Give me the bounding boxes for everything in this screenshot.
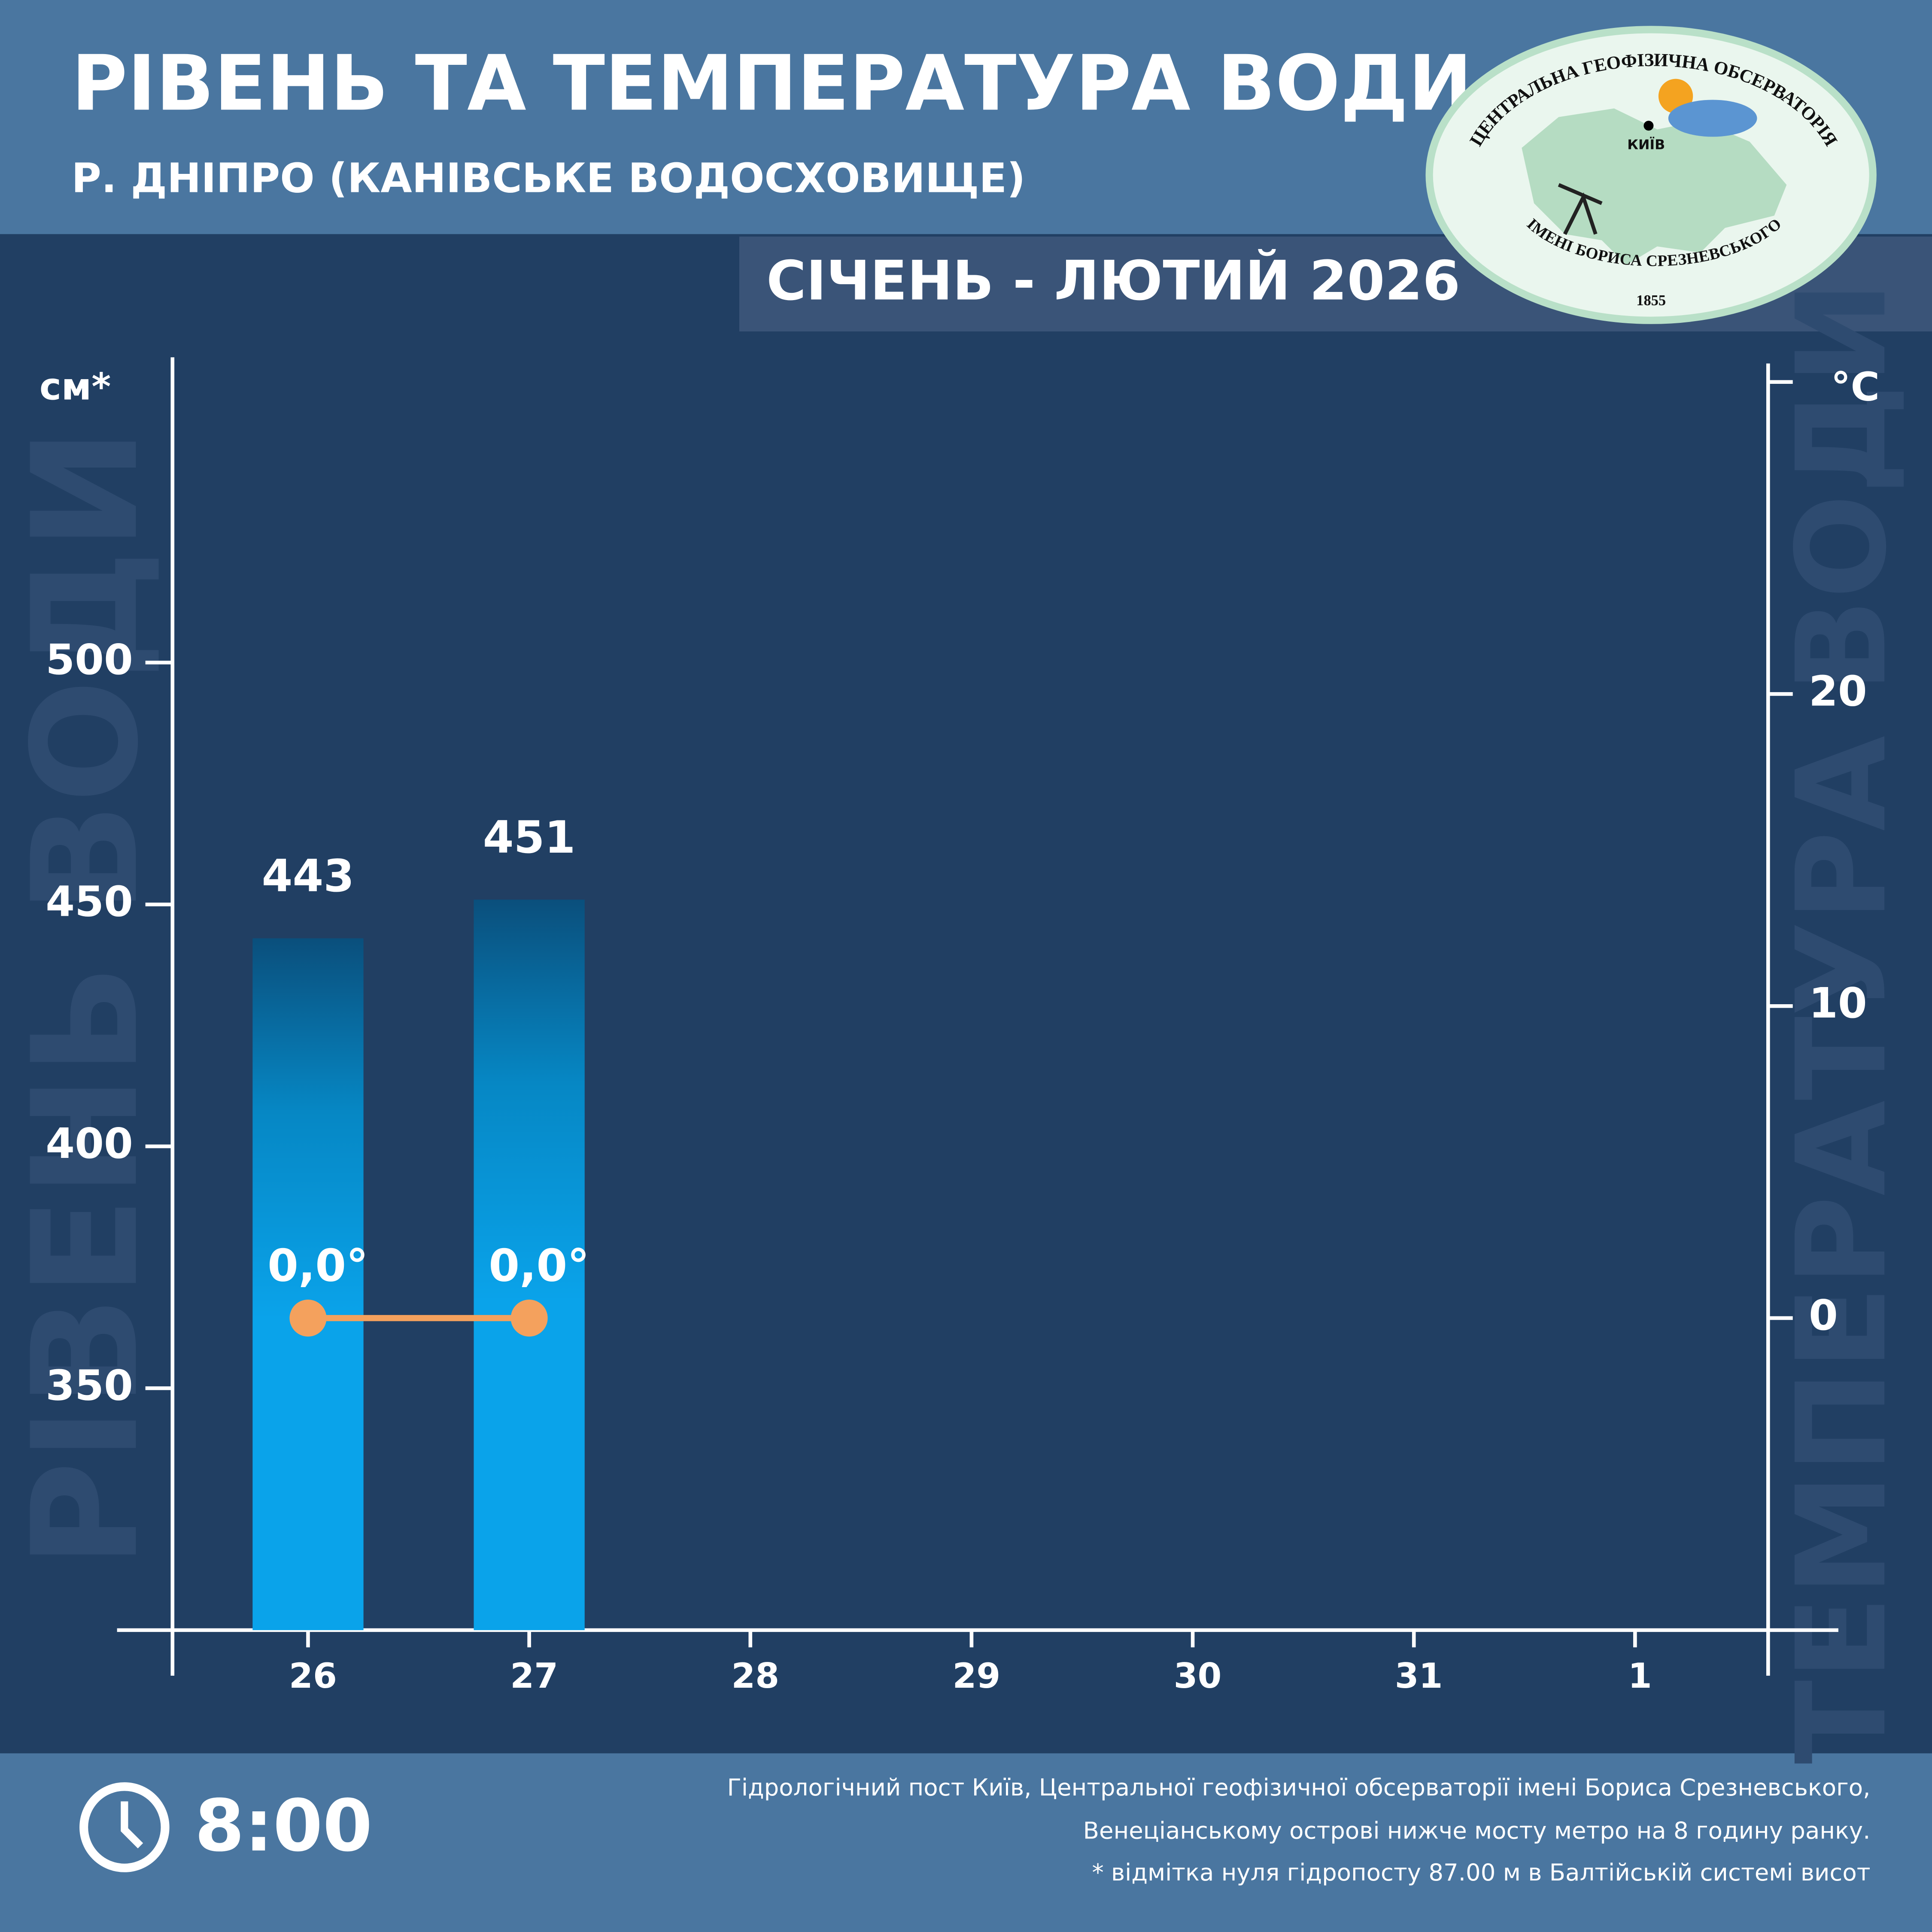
time: 8:00 [194,1784,372,1868]
y2-tick-label: 20 [1809,667,1867,716]
y2-watermark: ТЕМПЕРАТУРА ВОДИ [1770,281,1914,1764]
temperature-point [510,1300,548,1337]
clock-icon [79,1782,170,1872]
logo-map [1522,108,1787,265]
footnote-line: Гідрологічний пост Київ, Центральної гео… [727,1774,1871,1801]
logo-city: КИЇВ [1627,137,1665,153]
y2-tick-label: 0 [1809,1291,1838,1340]
temperature-value-label: 0,0° [489,1240,589,1292]
period: СІЧЕНЬ - ЛЮТИЙ 2026 [766,249,1460,313]
bar-value-label: 451 [483,812,576,863]
x-tick-label: 28 [731,1656,779,1696]
x-tick-label: 31 [1395,1656,1443,1696]
clock-face [79,1782,170,1872]
x-tick-label: 27 [510,1656,558,1696]
logo-dot [1643,121,1654,131]
x-tick-label: 30 [1174,1656,1222,1696]
logo: ЦЕНТРАЛЬНА ГЕОФІЗИЧНА ОБСЕРВАТОРІЯ КИЇВ … [1425,26,1877,324]
y-tick-label: 500 [46,635,133,684]
logo-year: 1855 [1636,292,1666,309]
logo-cloud [1668,100,1757,137]
footnote-line: * відмітка нуля гідропосту 87.00 м в Бал… [1092,1859,1870,1886]
temperature-point [289,1300,327,1337]
clock-hands [121,1801,143,1849]
chart-title: РІВЕНЬ ТА ТЕМПЕРАТУРА ВОДИ [71,39,1472,128]
x-tick-label: 1 [1628,1656,1652,1696]
y-tick-label: 450 [46,877,133,926]
x-tick-label: 29 [952,1656,1000,1696]
bar-value-label: 443 [262,851,355,902]
y-tick-label: 400 [46,1119,133,1168]
y-watermark: РІВЕНЬ ВОДИ [1,428,170,1568]
footnote-line: Венеціанському острові нижче мосту метро… [1083,1817,1871,1844]
y-tick-label: 350 [46,1361,133,1410]
footer-band [0,1753,1932,1932]
temperature-value-label: 0,0° [267,1240,368,1292]
bar [474,899,585,1630]
y-axis-unit: см* [39,365,111,408]
y2-tick-label: 10 [1809,979,1867,1028]
chart-subtitle: Р. ДНІПРО (КАНІВСЬКЕ ВОДОСХОВИЩЕ) [71,155,1025,202]
bar [252,938,364,1630]
x-tick-label: 26 [289,1656,337,1696]
logo-antenna [1558,183,1603,235]
y2-axis-unit: °C [1831,364,1880,410]
